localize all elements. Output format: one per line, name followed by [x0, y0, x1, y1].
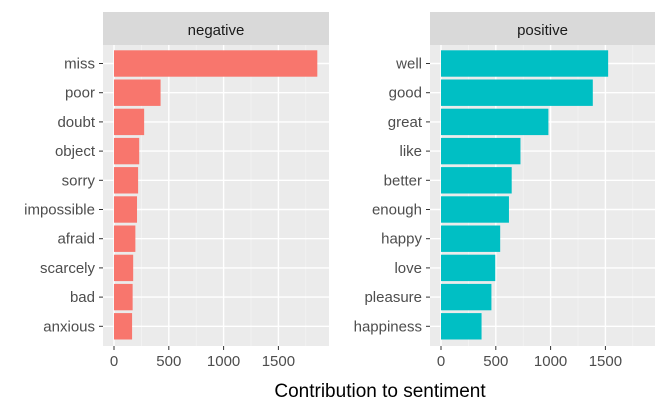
bar-like: [441, 137, 521, 165]
y-tick-label: afraid: [57, 231, 95, 248]
x-tick-label: 500: [483, 353, 508, 370]
y-tick-label: better: [384, 172, 422, 189]
facet-strip: [430, 12, 655, 45]
x-axis-label: Contribution to sentiment: [274, 381, 486, 402]
panel-negative: negative miss poor doubt object sorry impossib…: [24, 12, 329, 370]
bar-sorry: [114, 167, 139, 194]
y-tick-label: impossible: [24, 202, 95, 219]
bar-enough: [441, 196, 509, 223]
bar-doubt: [114, 108, 145, 136]
bar-object: [114, 137, 140, 165]
x-tick-label: 1500: [262, 353, 295, 370]
x-tick-label: 0: [110, 353, 118, 370]
facet-label: positive: [517, 22, 568, 39]
y-tick-label: well: [395, 56, 422, 73]
y-tick-label: bad: [70, 289, 95, 306]
bar-happy: [441, 225, 501, 252]
bar-great: [441, 108, 549, 136]
y-tick-label: like: [399, 143, 422, 160]
facet-label: negative: [188, 22, 245, 39]
bar-pleasure: [441, 283, 492, 311]
y-tick-label: anxious: [43, 318, 95, 335]
bar-well: [441, 50, 609, 77]
panel-positive: positive well good great like better enough hap…: [354, 12, 655, 370]
y-tick-label: pleasure: [364, 289, 422, 306]
bar-better: [441, 167, 512, 194]
y-tick-label: happiness: [354, 318, 422, 335]
bar-miss: [114, 50, 318, 77]
x-tick-label: 1000: [207, 353, 240, 370]
y-tick-label: miss: [64, 56, 95, 73]
y-tick-label: good: [389, 85, 422, 102]
y-tick-label: doubt: [57, 114, 95, 131]
y-tick-label: object: [55, 143, 96, 160]
bar-good: [441, 79, 593, 106]
y-tick-label: great: [388, 114, 423, 131]
bar-bad: [114, 283, 133, 311]
x-tick-label: 500: [156, 353, 181, 370]
y-tick-label: happy: [381, 231, 422, 248]
bar-love: [441, 254, 496, 282]
y-tick-label: sorry: [62, 172, 96, 189]
bar-anxious: [114, 313, 133, 340]
x-tick-label: 1500: [589, 353, 622, 370]
x-tick-label: 1000: [534, 353, 567, 370]
bar-impossible: [114, 196, 138, 223]
y-tick-label: enough: [372, 202, 422, 219]
bar-poor: [114, 79, 161, 106]
bar-scarcely: [114, 254, 134, 282]
y-tick-label: love: [394, 260, 422, 277]
x-tick-label: 0: [437, 353, 445, 370]
bar-afraid: [114, 225, 136, 252]
facet-strip: [103, 12, 329, 45]
y-tick-label: poor: [65, 85, 95, 102]
y-tick-label: scarcely: [40, 260, 96, 277]
bar-happiness: [441, 313, 482, 340]
